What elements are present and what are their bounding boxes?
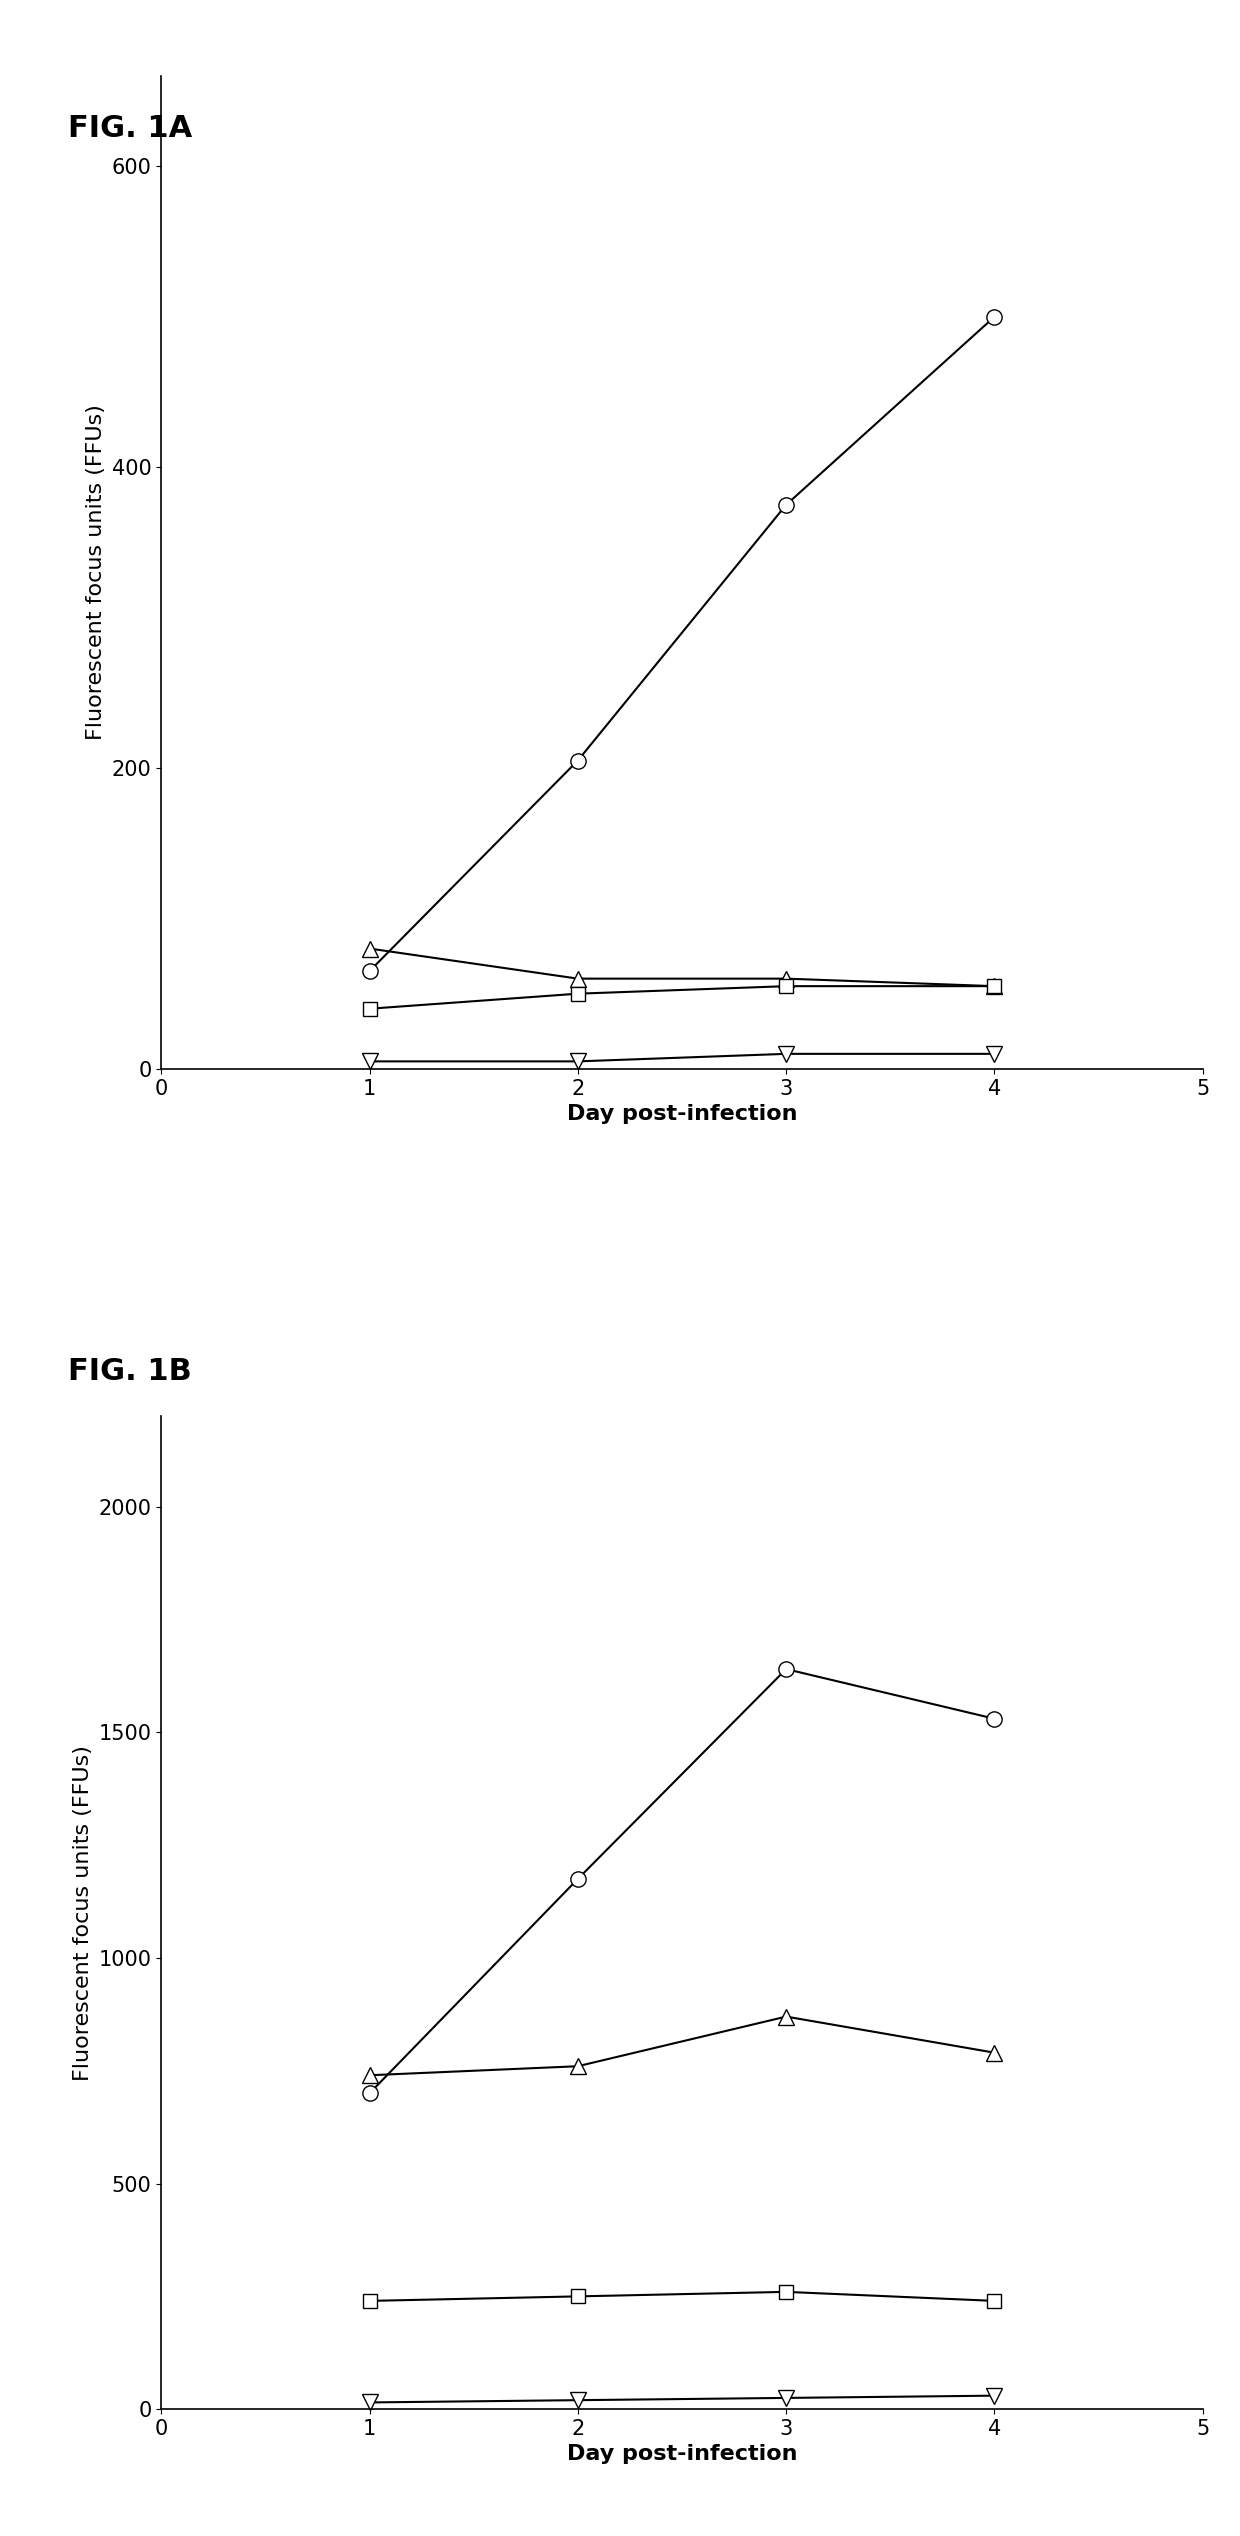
X-axis label: Day post-infection: Day post-infection: [567, 2445, 797, 2465]
Y-axis label: Fluorescent focus units (FFUs): Fluorescent focus units (FFUs): [73, 1745, 93, 2080]
Text: FIG. 1A: FIG. 1A: [68, 114, 192, 142]
X-axis label: Day post-infection: Day post-infection: [567, 1103, 797, 1123]
Y-axis label: Fluorescent focus units (FFUs): Fluorescent focus units (FFUs): [86, 406, 107, 741]
Text: FIG. 1B: FIG. 1B: [68, 1357, 192, 1385]
